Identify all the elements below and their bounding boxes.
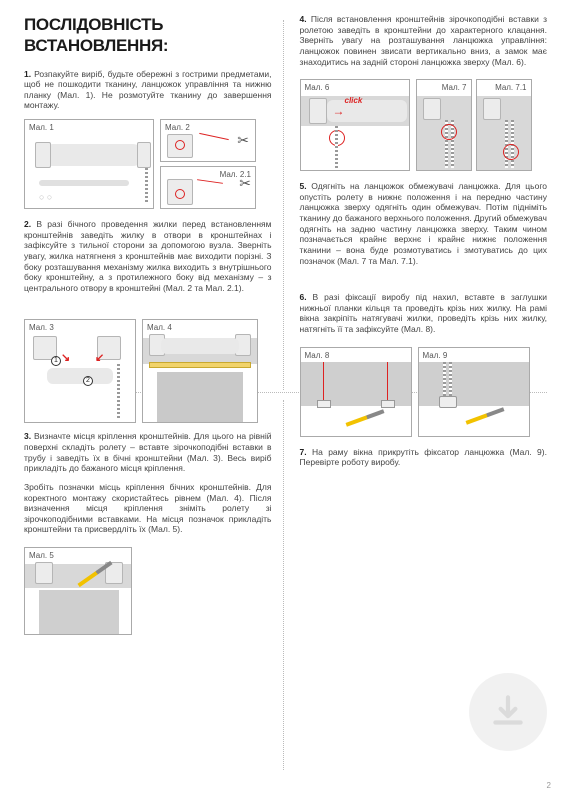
step-7-body: На раму вікна прикрутіть фіксатор ланцюж…: [300, 447, 547, 468]
figure-7-1: Мал. 7.1: [476, 79, 532, 171]
figure-7-caption: Мал. 7: [442, 83, 467, 93]
step-1-text: 1. Розпакуйте виріб, будьте обережні з г…: [24, 69, 272, 112]
step-3a-body: Визначте місця кріплення кронштейнів. Дл…: [24, 431, 272, 473]
step-5-text: 5. Одягніть на ланцюжок обмежувачі ланцю…: [300, 181, 548, 266]
page-title: ПОСЛІДОВНІСТЬ ВСТАНОВЛЕННЯ:: [24, 14, 272, 57]
figure-5-caption: Мал. 5: [29, 551, 54, 561]
step-2-body: В разі бічного проведення жилки перед вс…: [24, 219, 272, 293]
column-left: ПОСЛІДОВНІСТЬ ВСТАНОВЛЕННЯ: 1. Розпакуйт…: [24, 14, 286, 789]
figure-8-caption: Мал. 8: [305, 351, 330, 361]
page-root: ПОСЛІДОВНІСТЬ ВСТАНОВЛЕННЯ: 1. Розпакуйт…: [0, 0, 565, 799]
step-4-body: Після встановлення кронштейнів зірочкопо…: [300, 14, 548, 67]
figure-2: Мал. 2 ✂: [160, 119, 256, 162]
figure-2-1: Мал. 2.1 ✂: [160, 166, 256, 209]
step-1-body: Розпакуйте виріб, будьте обережні з гост…: [24, 69, 272, 111]
step-3a-text: 3. Визначте місця кріплення кронштейнів.…: [24, 431, 272, 474]
page-number: 2: [547, 781, 551, 791]
figure-3: Мал. 3 1 2 ↘ ↙: [24, 319, 136, 423]
figure-1: Мал. 1 ○ ○: [24, 119, 154, 209]
divider-vertical-top: [283, 20, 284, 390]
divider-vertical-bottom: [283, 400, 284, 770]
step-3b-text: Зробіть позначки місць кріплення бічних …: [24, 482, 272, 535]
step-7-text: 7. На раму вікна прикрутіть фіксатор лан…: [300, 447, 548, 468]
step-3b-body: Зробіть позначки місць кріплення бічних …: [24, 482, 272, 535]
figure-6: Мал. 6 click →: [300, 79, 410, 171]
step-6-body: В разі фіксації виробу під нахил, вставт…: [300, 292, 548, 334]
step-5-body: Одягніть на ланцюжок обмежувачі ланцюжка…: [300, 181, 548, 265]
click-label: click: [345, 96, 363, 106]
figure-9-caption: Мал. 9: [423, 351, 448, 361]
figure-7-1-caption: Мал. 7.1: [495, 83, 526, 93]
figure-4-caption: Мал. 4: [147, 323, 172, 333]
figure-4: Мал. 4: [142, 319, 258, 423]
figure-2-caption: Мал. 2: [165, 123, 190, 133]
figure-6-caption: Мал. 6: [305, 83, 330, 93]
figure-3-caption: Мал. 3: [29, 323, 54, 333]
figure-5: Мал. 5: [24, 547, 132, 635]
figure-2-1-caption: Мал. 2.1: [220, 170, 251, 180]
step-2-text: 2. В разі бічного проведення жилки перед…: [24, 219, 272, 293]
step-4-text: 4. Після встановлення кронштейнів зірочк…: [300, 14, 548, 67]
figure-8: Мал. 8: [300, 347, 412, 437]
figure-1-caption: Мал. 1: [29, 123, 54, 133]
step-6-text: 6. В разі фіксації виробу під нахил, вст…: [300, 292, 548, 335]
figure-9: Мал. 9: [418, 347, 530, 437]
figure-7: Мал. 7: [416, 79, 472, 171]
watermark-icon: [469, 673, 547, 751]
